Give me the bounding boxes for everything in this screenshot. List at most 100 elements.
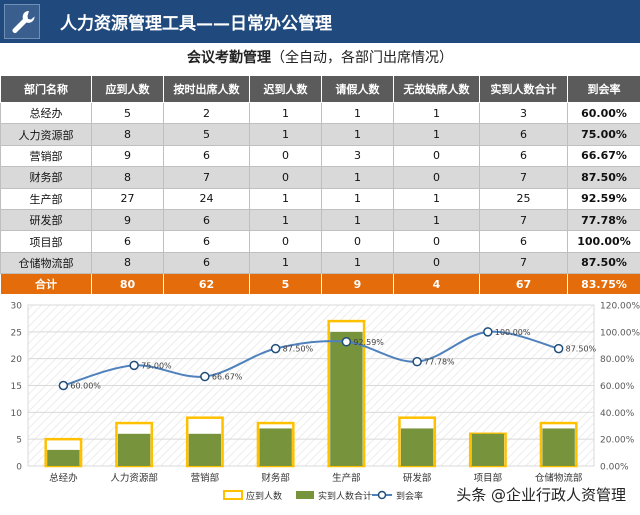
y-right-tick-label: 40.00% (600, 409, 635, 419)
table-row: 财务部 8 7 0 1 0 7 87.50% (0, 166, 640, 189)
legend-swatch-actual (296, 491, 314, 499)
table-cell: 1 (249, 101, 322, 125)
table-row: 营销部 9 6 0 3 0 6 66.67% (0, 144, 640, 168)
table-cell: 1 (321, 123, 394, 146)
table-cell: 77.78% (567, 208, 640, 232)
rate-point (483, 327, 493, 337)
total-row: 合计 80 62 5 9 4 67 83.75% (0, 273, 640, 296)
table-cell: 1 (393, 101, 480, 125)
table-cell: 5 (91, 101, 164, 125)
legend-swatch-expected (223, 490, 243, 500)
table-cell: 87.50% (567, 251, 640, 275)
table-cell: 6 (91, 230, 164, 253)
rate-data-label: 66.67% (212, 373, 243, 382)
y-left-tick-label: 5 (16, 436, 22, 446)
rate-line (63, 330, 559, 387)
table-cell: 6 (479, 123, 568, 146)
table-row: 生产部 27 24 1 1 1 25 92.59% (0, 187, 640, 210)
table-cell: 100.00% (567, 230, 640, 253)
subtitle-main: 会议考勤管理 (187, 50, 271, 66)
table-cell: 6 (479, 230, 568, 253)
table-cell: 1 (249, 187, 322, 210)
table-cell: 0 (249, 166, 322, 189)
table-cell: 1 (321, 208, 394, 232)
total-cell: 合计 (0, 273, 92, 296)
total-cell: 5 (249, 273, 322, 296)
table-cell: 24 (163, 187, 250, 210)
table-cell: 6 (163, 230, 250, 253)
total-cell: 9 (321, 273, 394, 296)
department-cell: 财务部 (0, 166, 92, 189)
table-cell: 0 (393, 166, 480, 189)
bar-actual (330, 331, 363, 466)
x-tick-label: 仓储物流部 (535, 472, 583, 484)
attendance-chart: 0 5 10 15 20 25 30 0.00% 20.00% 40.00% 60.00% 80.00… (11, 302, 640, 503)
x-tick-label: 财务部 (261, 472, 290, 484)
department-cell: 营销部 (0, 144, 92, 168)
table-header-row: 部门名称 应到人数 按时出席人数 迟到人数 请假人数 无故缺席人数 实到人数合计 到会率 (0, 75, 640, 103)
y-left-tick-label: 30 (11, 302, 23, 312)
table-cell: 0 (393, 144, 480, 168)
rate-data-label: 92.59% (353, 338, 384, 347)
total-cell: 83.75% (567, 273, 640, 296)
bar-actual (188, 433, 222, 466)
x-tick-label: 总经办 (49, 472, 78, 484)
subtitle-detail: （全自动，各部门出席情况） (271, 50, 453, 66)
y-left-tick-label: 25 (11, 328, 22, 338)
table-cell: 3 (479, 101, 568, 125)
bar-actual (117, 433, 151, 466)
table-cell: 9 (91, 144, 164, 168)
x-tick-label: 研发部 (403, 472, 432, 484)
y-right-tick-label: 0.00% (600, 463, 629, 473)
table-cell: 92.59% (567, 187, 640, 210)
app-header: 人力资源管理工具——日常办公管理 (0, 0, 640, 43)
legend-swatch-rate-marker (377, 490, 387, 500)
table-cell: 25 (479, 187, 568, 210)
department-cell: 仓储物流部 (0, 251, 92, 275)
x-tick-label: 人力资源部 (110, 472, 158, 484)
table-cell: 1 (321, 187, 394, 210)
rate-data-label: 87.50% (283, 345, 314, 354)
department-cell: 人力资源部 (0, 123, 92, 146)
table-row: 项目部 6 6 0 0 0 6 100.00% (0, 230, 640, 253)
attendance-table: 部门名称 应到人数 按时出席人数 迟到人数 请假人数 无故缺席人数 实到人数合计 到会率 总经… (0, 75, 640, 296)
total-cell: 67 (479, 273, 568, 296)
y-right-tick-label: 100.00% (600, 328, 640, 338)
table-body: 总经办 5 2 1 1 1 3 60.00% 人力资源部 8 5 1 1 1 6 75.00% 营销部 9 6 0 3 0… (0, 101, 640, 296)
y-right-tick-label: 60.00% (600, 382, 635, 392)
column-header: 按时出席人数 (163, 75, 250, 103)
bar-actual (542, 428, 575, 466)
column-header: 无故缺席人数 (393, 75, 480, 103)
column-header: 到会率 (567, 75, 640, 103)
table-cell: 1 (249, 208, 322, 232)
table-cell: 0 (321, 230, 394, 253)
table-cell: 1 (249, 251, 322, 275)
table-cell: 6 (163, 144, 250, 168)
table-cell: 1 (393, 123, 480, 146)
department-cell: 项目部 (0, 230, 92, 253)
table-cell: 6 (163, 208, 250, 232)
y-left-tick-label: 15 (11, 382, 22, 392)
table-cell: 9 (91, 208, 164, 232)
rate-point (412, 356, 422, 367)
bar-actual (400, 428, 434, 466)
department-cell: 总经办 (0, 101, 92, 125)
table-row: 人力资源部 8 5 1 1 1 6 75.00% (0, 123, 640, 146)
column-header: 应到人数 (91, 75, 164, 103)
table-cell: 5 (163, 123, 250, 146)
rate-point (129, 360, 139, 371)
table-row: 研发部 9 6 1 1 1 7 77.78% (0, 208, 640, 232)
table-cell: 1 (393, 187, 480, 210)
column-header: 请假人数 (321, 75, 394, 103)
column-header: 部门名称 (0, 75, 92, 103)
table-cell: 1 (393, 208, 480, 232)
table-cell: 75.00% (567, 123, 640, 146)
table-cell: 8 (91, 251, 164, 275)
y-left-tick-label: 20 (11, 355, 23, 365)
table-cell: 6 (479, 144, 568, 168)
table-cell: 1 (321, 166, 394, 189)
table-cell: 1 (321, 251, 394, 275)
rate-data-label: 75.00% (141, 361, 172, 370)
department-cell: 生产部 (0, 187, 92, 210)
watermark-text: 头条 @企业行政人资管理 (456, 486, 626, 504)
